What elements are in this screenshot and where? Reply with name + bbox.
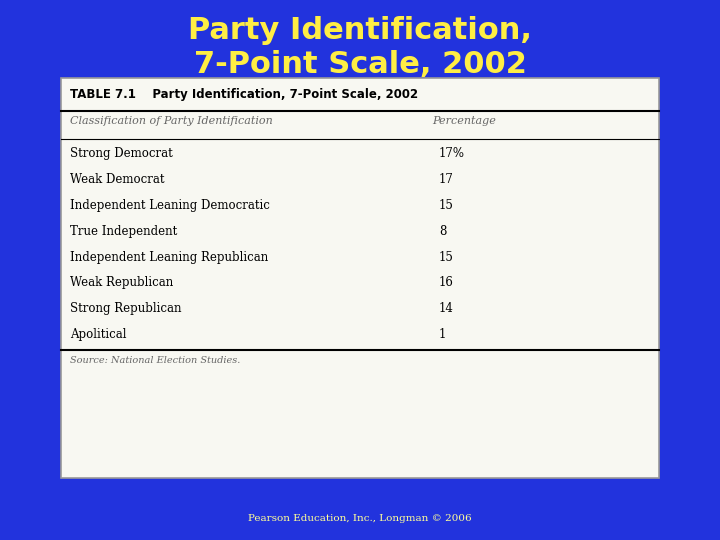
Text: Party Identification,
7-Point Scale, 2002: Party Identification, 7-Point Scale, 200… [188,16,532,79]
Text: Independent Leaning Democratic: Independent Leaning Democratic [70,199,270,212]
Text: 14: 14 [439,302,454,315]
Text: Weak Democrat: Weak Democrat [70,173,164,186]
Text: 16: 16 [439,276,454,289]
Text: 17: 17 [439,173,454,186]
Text: Weak Republican: Weak Republican [70,276,173,289]
Text: 8: 8 [439,225,446,238]
Text: Pearson Education, Inc., Longman © 2006: Pearson Education, Inc., Longman © 2006 [248,514,472,523]
Text: Apolitical: Apolitical [70,328,126,341]
Text: 1: 1 [439,328,446,341]
Text: Classification of Party Identification: Classification of Party Identification [70,116,273,126]
Text: TABLE 7.1    Party Identification, 7-Point Scale, 2002: TABLE 7.1 Party Identification, 7-Point … [70,88,418,101]
Text: Independent Leaning Republican: Independent Leaning Republican [70,251,268,264]
Text: 17%: 17% [439,147,465,160]
Text: Strong Republican: Strong Republican [70,302,181,315]
Text: Percentage: Percentage [432,116,495,126]
Text: True Independent: True Independent [70,225,177,238]
Text: Source: National Election Studies.: Source: National Election Studies. [70,356,240,366]
Text: 15: 15 [439,199,454,212]
Text: 15: 15 [439,251,454,264]
Text: Strong Democrat: Strong Democrat [70,147,173,160]
